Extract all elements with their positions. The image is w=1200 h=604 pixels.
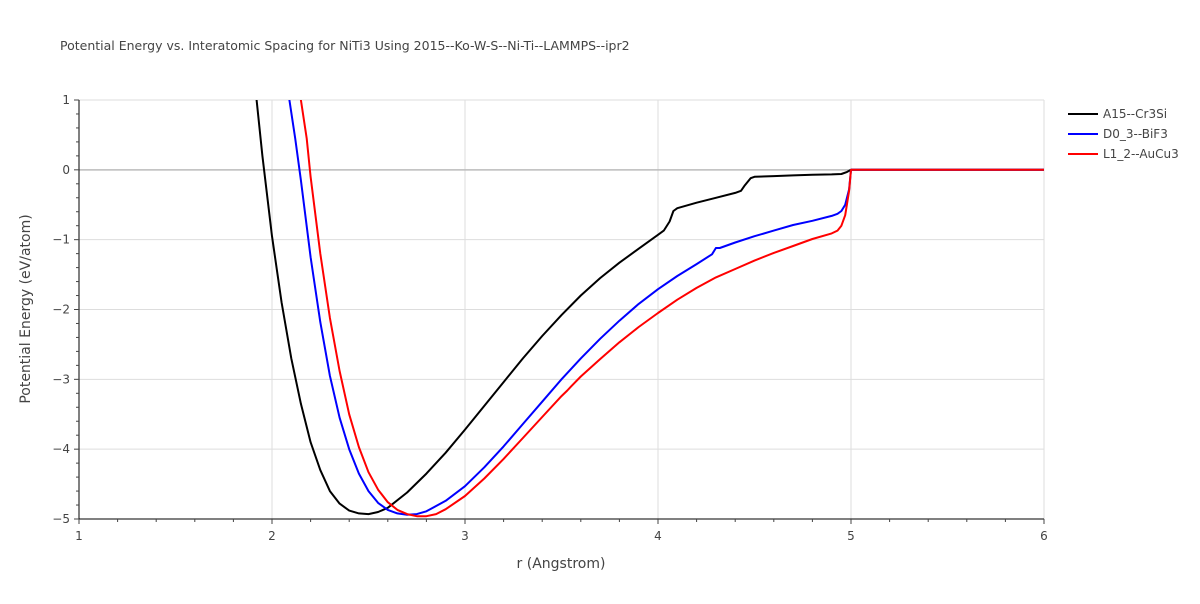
y-tick-label: 0 (62, 163, 70, 177)
series-line-d0-3-bif3 (288, 100, 1044, 516)
legend-label-l1-2-aucu3: L1_2--AuCu3 (1103, 147, 1179, 161)
x-tick-label: 4 (654, 529, 662, 543)
y-tick-label: 1 (62, 93, 70, 107)
series-line-a15-cr3si (255, 100, 1044, 516)
series-layer (255, 100, 1044, 518)
legend[interactable]: A15--Cr3Si D0_3--BiF3 L1_2--AuCu3 (1068, 107, 1179, 161)
y-tick-label: −5 (52, 512, 70, 526)
chart-title: Potential Energy vs. Interatomic Spacing… (60, 38, 630, 53)
legend-label-d0-3-bif3: D0_3--BiF3 (1103, 127, 1168, 141)
axes-layer: 1 2 3 4 5 6 1 0 −1 −2 −3 −4 −5 (52, 93, 1048, 543)
y-tick-label: −3 (52, 372, 70, 386)
y-tick-label: −2 (52, 303, 70, 317)
x-tick-label: 2 (268, 529, 276, 543)
y-axis-label: Potential Energy (eV/atom) (18, 214, 34, 403)
x-tick-label: 3 (461, 529, 469, 543)
y-tick-label: −1 (52, 233, 70, 247)
series-line-l1-2-aucu3 (299, 100, 1044, 518)
x-axis-label: r (Angstrom) (517, 556, 606, 572)
y-tick-label: −4 (52, 442, 70, 456)
legend-label-a15-cr3si: A15--Cr3Si (1103, 107, 1167, 121)
x-tick-label: 5 (847, 529, 855, 543)
x-tick-label: 6 (1040, 529, 1048, 543)
x-tick-label: 1 (75, 529, 83, 543)
